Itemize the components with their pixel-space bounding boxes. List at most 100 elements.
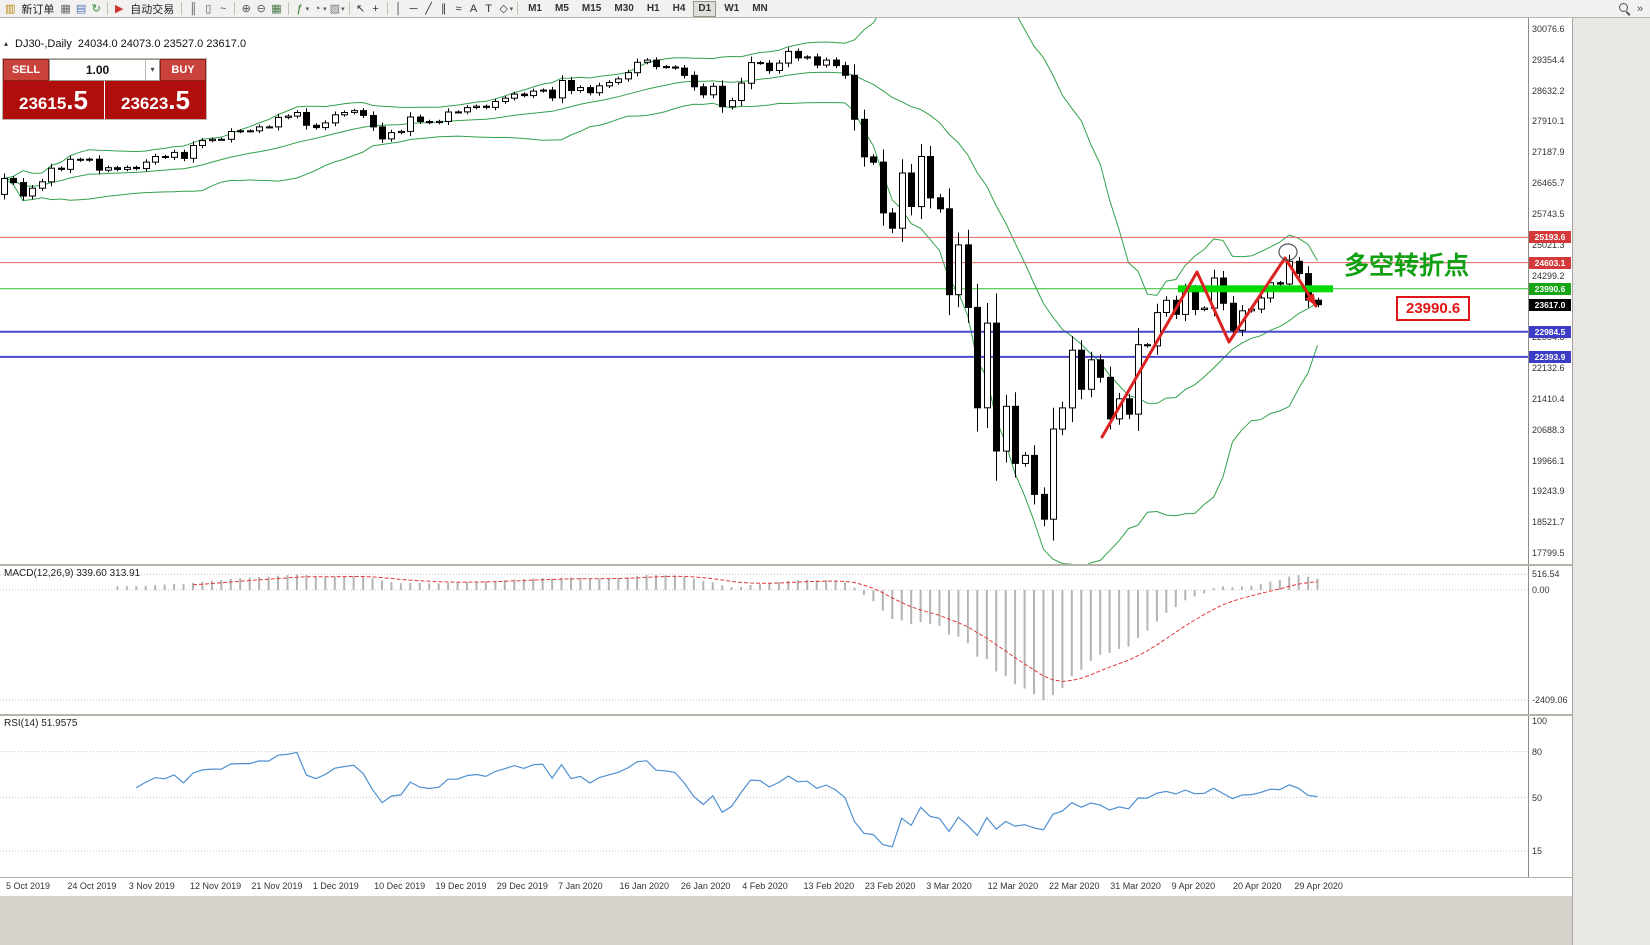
arrows-icon-dropdown[interactable]: ▾ <box>509 5 514 13</box>
arrows-icon[interactable]: ◇ <box>499 2 508 15</box>
timeframe-button-h1[interactable]: H1 <box>646 2 660 14</box>
rsi-axis-label: 100 <box>1532 716 1548 726</box>
date-axis-label: 12 Mar 2020 <box>987 881 1039 891</box>
horizontal-line-icon[interactable]: ─ <box>409 2 418 15</box>
timeframe-button-d1[interactable]: D1 <box>693 0 717 17</box>
zoom-in-icon[interactable]: ⊕ <box>241 2 251 15</box>
bull-bear-turning-point-annotation: 多空转折点 <box>1344 252 1470 280</box>
trendline-icon[interactable]: ╱ <box>425 2 432 15</box>
price-level-tag: 22393.9 <box>1529 350 1571 363</box>
text-label-icon[interactable]: T <box>485 2 492 15</box>
macd-panel[interactable]: MACD(12,26,9) 339.60 313.91 <box>0 566 1528 714</box>
sell-price[interactable]: 23615.5 <box>3 81 104 119</box>
indicators-icon-dropdown[interactable]: ▾ <box>305 5 310 13</box>
price-axis-label: 29354.4 <box>1532 54 1565 65</box>
cursor-icon[interactable]: ↖ <box>355 2 366 15</box>
buy-price[interactable]: 23623.5 <box>105 81 206 119</box>
indicators-icon[interactable]: ƒ <box>296 2 303 15</box>
fibonacci-icon[interactable]: ≈ <box>455 2 462 15</box>
price-axis-label: 19243.9 <box>1532 486 1565 497</box>
toolbar-separator <box>517 2 519 15</box>
price-callout-box: 23990.6 <box>1396 296 1471 321</box>
macd-axis-label: 516.54 <box>1532 569 1560 580</box>
panel-splitter[interactable] <box>0 877 1572 878</box>
toolbar-separator <box>386 2 388 15</box>
timeframe-button-m15[interactable]: M15 <box>581 2 602 14</box>
date-axis-label: 23 Feb 2020 <box>864 881 916 891</box>
price-chart-panel[interactable]: ▴ DJ30-,Daily 24034.0 24073.0 23527.0 236… <box>0 18 1528 564</box>
toolbar-separator <box>181 2 183 15</box>
price-axis-label: 22132.6 <box>1532 363 1565 374</box>
autotrading-icon[interactable]: ▶ <box>114 2 124 15</box>
line-chart-icon[interactable]: ~ <box>220 2 227 15</box>
price-axis-label: 25021.3 <box>1532 239 1565 250</box>
date-axis-label: 3 Nov 2019 <box>128 881 175 891</box>
price-axis-label: 18521.7 <box>1532 517 1565 528</box>
macd-axis-label: 0.00 <box>1532 585 1550 595</box>
refresh-icon[interactable]: ↻ <box>91 2 101 15</box>
volume-input[interactable]: 1.00 ▾ <box>49 59 160 81</box>
sell-button[interactable]: SELL <box>3 59 49 81</box>
price-level-tag: 24603.1 <box>1529 256 1571 269</box>
price-level-tag: 23990.6 <box>1529 282 1571 295</box>
profiles-icon[interactable]: ▤ <box>75 2 87 15</box>
rsi-canvas[interactable] <box>0 716 1528 877</box>
rsi-panel[interactable]: RSI(14) 51.9575 <box>0 716 1528 877</box>
chart-window-icon[interactable]: ▦ <box>60 2 71 15</box>
right-gutter <box>1572 18 1650 945</box>
macd-axis-label: -2409.06 <box>1532 695 1568 705</box>
toolbar-separator <box>287 2 289 15</box>
panel-splitter[interactable] <box>0 564 1572 566</box>
sell-price-pips: .5 <box>66 85 88 115</box>
search-icon[interactable] <box>1618 2 1632 15</box>
timeframe-button-m30[interactable]: M30 <box>614 2 634 14</box>
tile-windows-icon[interactable]: ▦ <box>271 2 282 15</box>
new-order-label[interactable]: 新订单 <box>21 3 55 16</box>
date-axis-label: 12 Nov 2019 <box>190 881 242 891</box>
date-axis-label: 22 Mar 2020 <box>1048 881 1100 891</box>
new-order-icon[interactable]: ▥ <box>5 2 16 15</box>
volume-value: 1.00 <box>85 63 110 77</box>
channel-icon[interactable]: ∥ <box>440 2 447 15</box>
timeframe-button-m5[interactable]: M5 <box>555 2 569 14</box>
date-axis-label: 26 Jan 2020 <box>680 881 731 891</box>
periods-icon-dropdown[interactable]: ▾ <box>323 5 327 13</box>
crosshair-icon[interactable]: + <box>372 2 379 15</box>
current-price-tag: 23617.0 <box>1529 298 1571 311</box>
timeframe-button-h4[interactable]: H4 <box>672 2 686 14</box>
price-chart-canvas[interactable] <box>0 18 1528 564</box>
price-axis-label: 26465.7 <box>1532 178 1565 189</box>
buy-price-pips: .5 <box>168 85 190 115</box>
date-axis: 5 Oct 2019 24 Oct 2019 3 Nov 2019 12 Nov 20… <box>0 878 1572 896</box>
buy-button[interactable]: BUY <box>160 59 206 81</box>
price-axis-label: 30076.6 <box>1532 24 1565 34</box>
text-icon[interactable]: A <box>469 2 478 15</box>
timeframe-button-m1[interactable]: M1 <box>528 2 542 14</box>
timeframe-button-w1[interactable]: W1 <box>724 2 740 14</box>
price-axis: 30076.6 29354.4 28632.2 27910.1 27187.9 26465… <box>1528 18 1572 564</box>
chart-collapse-icon[interactable]: ▴ <box>4 39 9 48</box>
price-axis-label: 20688.3 <box>1532 424 1565 435</box>
macd-canvas[interactable] <box>0 566 1528 714</box>
templates-icon-dropdown[interactable]: ▾ <box>341 5 345 13</box>
price-axis-label: 25743.5 <box>1532 208 1565 219</box>
periods-icon[interactable]: ◔ <box>313 2 321 15</box>
date-axis-label: 20 Apr 2020 <box>1233 881 1282 891</box>
bar-chart-icon[interactable]: ║ <box>189 2 198 15</box>
autotrading-label[interactable]: 自动交易 <box>130 3 175 16</box>
rsi-axis-label: 50 <box>1532 792 1543 803</box>
panel-splitter[interactable] <box>0 714 1572 716</box>
volume-dropdown-icon[interactable]: ▾ <box>145 60 159 80</box>
bottom-gutter <box>0 896 1572 945</box>
candlestick-chart-icon[interactable]: ▯ <box>205 2 212 15</box>
date-axis-label: 4 Feb 2020 <box>742 881 788 891</box>
vertical-line-icon[interactable]: │ <box>395 2 403 15</box>
one-click-trading-panel: SELL 1.00 ▾ BUY 23615.5 23623.5 <box>2 58 207 120</box>
zoom-out-icon[interactable]: ⊖ <box>256 2 266 15</box>
price-axis-label: 27187.9 <box>1532 147 1565 158</box>
toolbar-overflow-icon[interactable]: » <box>1636 2 1644 15</box>
date-axis-label: 31 Mar 2020 <box>1110 881 1161 891</box>
templates-icon[interactable]: ▧ <box>329 2 341 15</box>
timeframe-button-mn[interactable]: MN <box>752 2 768 14</box>
